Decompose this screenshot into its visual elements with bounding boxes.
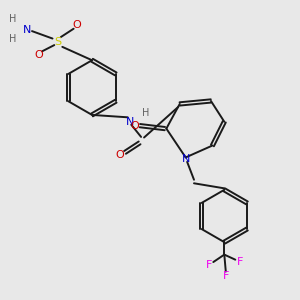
Text: N: N xyxy=(126,117,134,127)
Text: F: F xyxy=(206,260,212,270)
Text: O: O xyxy=(73,20,82,30)
Text: H: H xyxy=(142,108,150,118)
Text: F: F xyxy=(223,271,229,281)
Text: O: O xyxy=(34,50,43,60)
Text: O: O xyxy=(115,150,124,160)
Text: S: S xyxy=(54,37,61,46)
Text: F: F xyxy=(237,257,243,267)
Text: N: N xyxy=(182,154,190,164)
Text: H: H xyxy=(9,34,16,44)
Text: H: H xyxy=(9,14,16,24)
Text: N: N xyxy=(22,25,31,34)
Text: O: O xyxy=(130,121,139,130)
